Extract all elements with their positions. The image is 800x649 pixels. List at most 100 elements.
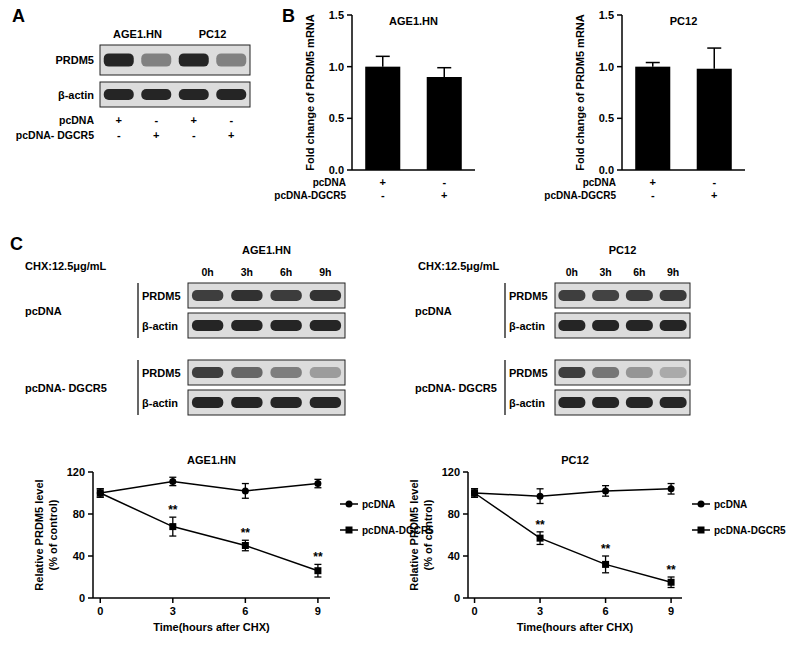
y-tick [347, 118, 352, 120]
blot-row [100, 82, 250, 107]
y-tick-label: 0 [454, 592, 460, 604]
x-tick [670, 598, 672, 603]
y-axis-label: (% of control) [47, 499, 59, 570]
panel-label: A [12, 6, 25, 26]
legend-marker [346, 527, 353, 534]
x-axis [93, 597, 330, 599]
error-cap [437, 67, 451, 69]
x-axis [468, 597, 682, 599]
error-cap [314, 479, 321, 480]
time-label: 9h [667, 266, 679, 278]
band [104, 53, 134, 66]
group-label: pcDNA [25, 305, 62, 317]
series-line [475, 493, 672, 582]
marker [602, 487, 609, 494]
chart-title: PC12 [670, 15, 698, 27]
treatment-sign: - [117, 129, 121, 141]
error-line [382, 56, 384, 66]
time-label: 6h [633, 266, 645, 278]
error-cap [537, 488, 544, 489]
x-tick-label: 6 [603, 605, 609, 617]
bracket [504, 360, 505, 415]
y-tick [617, 169, 622, 171]
x-tick [172, 598, 174, 603]
error-bar [437, 68, 451, 77]
treatment-sign: + [116, 114, 122, 126]
y-tick [463, 555, 468, 557]
band [626, 320, 653, 331]
error-line [714, 48, 716, 69]
marker [314, 480, 321, 487]
treatment-sign: + [228, 129, 234, 141]
marker [97, 490, 104, 497]
error-cap [242, 483, 249, 484]
error-cap [707, 47, 721, 49]
treatment-label: pcDNA- DGCR5 [16, 129, 94, 141]
blot-strip [188, 313, 345, 338]
error-bar [668, 484, 675, 495]
blot-strip [188, 283, 345, 308]
bar [635, 67, 670, 170]
band [179, 89, 209, 100]
annotation: ** [601, 542, 611, 556]
group-label: pcDNA- DGCR5 [25, 382, 107, 394]
band [141, 53, 171, 66]
treatment-sign: + [191, 114, 197, 126]
band [231, 290, 262, 301]
error-bar [97, 489, 104, 497]
blot-row [188, 313, 345, 338]
x-tick-label: 9 [668, 605, 674, 617]
band [270, 290, 301, 301]
band [310, 320, 341, 331]
error-cap [97, 488, 104, 489]
blot-row [188, 360, 345, 385]
x-tick-label: 6 [242, 605, 248, 617]
x-tick [605, 598, 607, 603]
band [192, 397, 223, 408]
y-axis-label: Fold change of PRDM5 mRNA [304, 14, 316, 171]
error-bar [707, 48, 721, 69]
y-axis-label: Relative PRDM5 level [408, 479, 420, 590]
series-line [100, 481, 318, 493]
legend-marker [346, 501, 353, 508]
error-cap [668, 483, 675, 484]
row-label: β-actin [509, 397, 545, 409]
chart-title: AGE1.HN [389, 15, 438, 27]
bracket [137, 283, 138, 338]
error-cap [97, 497, 104, 498]
error-bar [602, 556, 609, 573]
error-bar [537, 489, 544, 504]
band [270, 320, 301, 331]
y-axis [467, 472, 469, 598]
row-label: β-actin [142, 397, 178, 409]
error-cap [471, 497, 478, 498]
error-cap [242, 550, 249, 551]
band [592, 367, 619, 378]
band [660, 290, 687, 301]
error-bar [242, 540, 249, 551]
error-cap [537, 503, 544, 504]
band [660, 367, 687, 378]
error-cap [602, 572, 609, 573]
blot-row [188, 390, 345, 415]
band [626, 397, 653, 408]
y-tick-label: 80 [448, 508, 460, 520]
treatment-sign: - [192, 129, 196, 141]
time-label: 6h [280, 266, 292, 278]
time-label: 9h [319, 266, 331, 278]
error-cap [314, 576, 321, 577]
band [231, 367, 262, 378]
error-cap [602, 485, 609, 486]
time-label: 3h [599, 266, 611, 278]
cell-label: AGE1.HN [113, 28, 162, 40]
plot-marks [471, 484, 675, 588]
marker [169, 478, 176, 485]
legend-entry: pcDNA-DGCR5 [692, 525, 786, 536]
band [558, 367, 585, 378]
treatment-sign: - [229, 114, 233, 126]
panel-label: B [282, 6, 295, 26]
row-label: PRDM5 [142, 367, 181, 379]
band [592, 320, 619, 331]
marker [537, 493, 544, 500]
panel-label: C [10, 234, 23, 254]
